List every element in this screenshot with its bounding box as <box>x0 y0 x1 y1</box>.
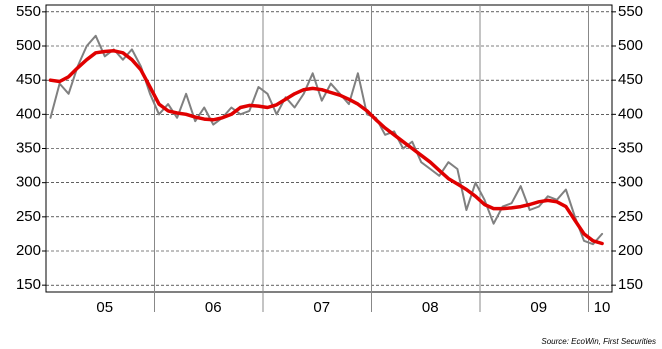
y2-tick-label: 150 <box>618 276 643 293</box>
y-tick-label: 550 <box>16 3 41 20</box>
y2-tick-label: 450 <box>618 71 643 88</box>
x-tick-label: 06 <box>205 299 222 316</box>
y2-tick-label: 350 <box>618 139 643 156</box>
series-line <box>48 49 604 246</box>
y2-tick-label: 400 <box>618 105 643 122</box>
x-tick-label: 07 <box>313 299 330 316</box>
y-tick-label: 250 <box>16 208 41 225</box>
x-tick-label: 05 <box>96 299 113 316</box>
y2-tick-label: 300 <box>618 174 643 191</box>
y-tick-label: 500 <box>16 37 41 54</box>
x-tick-label: 10 <box>594 299 611 316</box>
y-tick-label: 350 <box>16 139 41 156</box>
y2-tick-label: 250 <box>618 208 643 225</box>
series-line <box>49 34 604 246</box>
y2-tick-label: 550 <box>618 3 643 20</box>
y-tick-label: 300 <box>16 174 41 191</box>
x-tick-label: 09 <box>530 299 547 316</box>
y-tick-label: 450 <box>16 71 41 88</box>
y-tick-label: 150 <box>16 276 41 293</box>
y2-tick-label: 200 <box>618 242 643 259</box>
y-tick-label: 400 <box>16 105 41 122</box>
y2-tick-label: 500 <box>618 37 643 54</box>
y-tick-label: 200 <box>16 242 41 259</box>
x-tick-label: 08 <box>422 299 439 316</box>
source-note: Source: EcoWin, First Securities <box>541 337 656 346</box>
